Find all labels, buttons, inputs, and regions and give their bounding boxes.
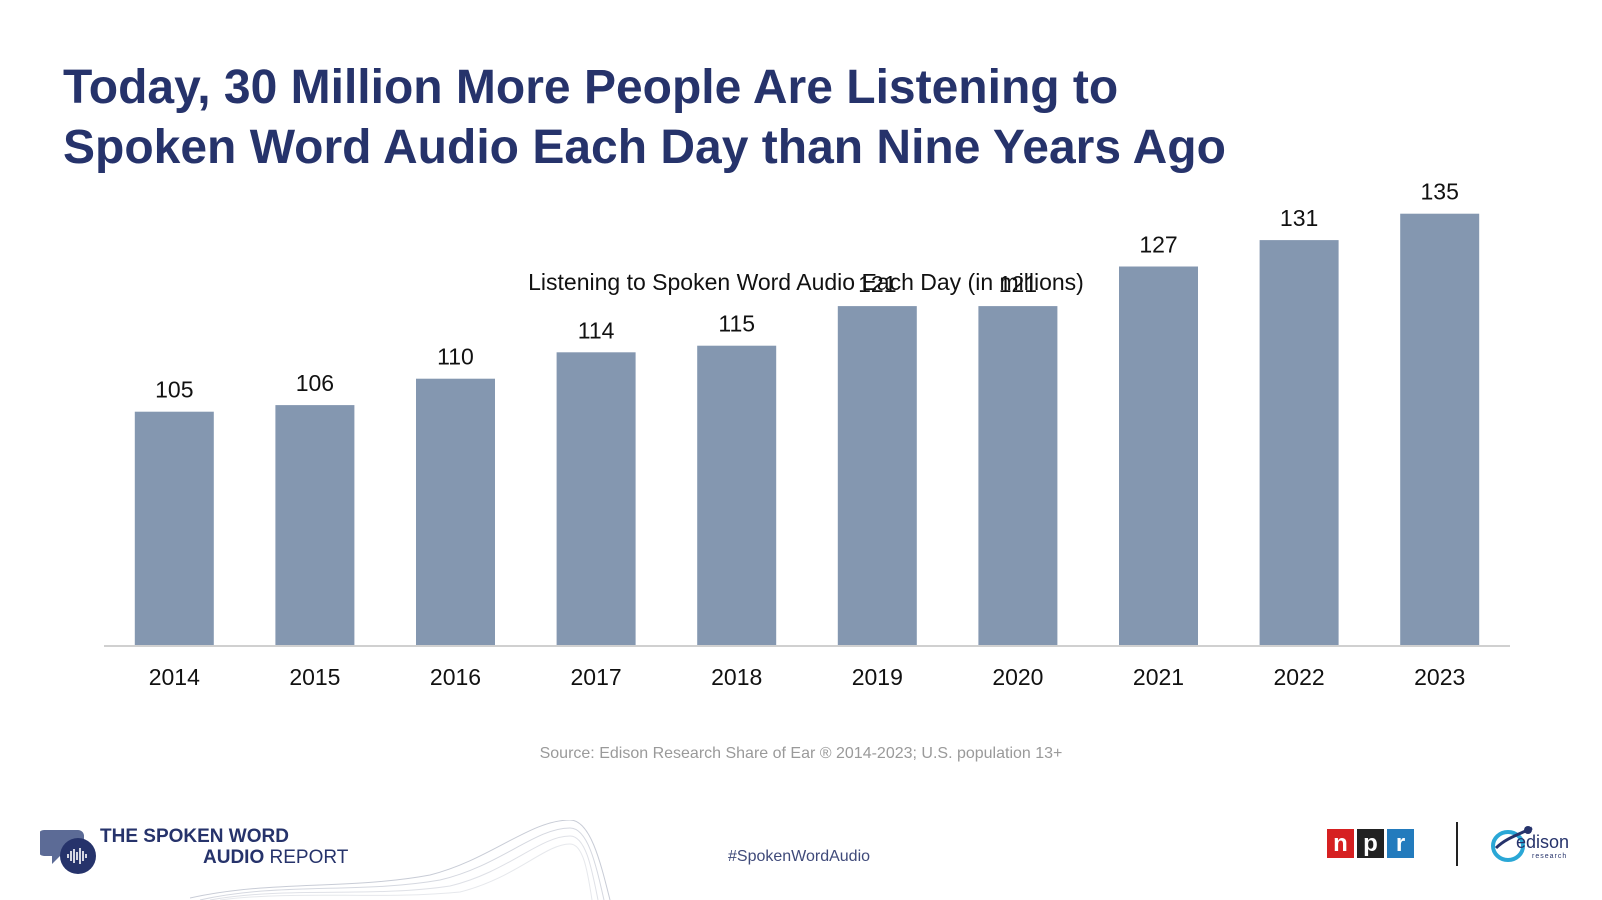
source-note: Source: Edison Research Share of Ear ® 2… — [539, 745, 1063, 762]
npr-letter-n: n — [1327, 829, 1354, 858]
x-tick-label-2017: 2017 — [571, 664, 622, 690]
x-tick-label-2015: 2015 — [289, 664, 340, 690]
x-tick-label-2019: 2019 — [852, 664, 903, 690]
x-tick-label-2014: 2014 — [149, 664, 200, 690]
data-label-2019: 121 — [858, 271, 896, 297]
x-tick-label-2023: 2023 — [1414, 664, 1465, 690]
data-label-2018: 115 — [718, 311, 755, 337]
data-label-2015: 106 — [296, 370, 334, 396]
bar-chart: Listening to Spoken Word Audio Each Day … — [104, 179, 1510, 690]
wave-decoration — [190, 820, 611, 900]
x-tick-label-2016: 2016 — [430, 664, 481, 690]
edison-name: edison — [1516, 832, 1570, 852]
hashtag: #SpokenWordAudio — [728, 848, 871, 865]
bar-2020 — [978, 306, 1058, 646]
x-tick-label-2021: 2021 — [1133, 664, 1184, 690]
npr-letter-p: p — [1357, 829, 1384, 858]
bar-2023 — [1400, 213, 1480, 646]
data-label-2023: 135 — [1421, 179, 1459, 205]
bar-2019 — [837, 306, 917, 646]
data-label-2016: 110 — [437, 344, 474, 370]
edison-subtitle: research — [1532, 853, 1568, 860]
edison-swirl-icon — [1491, 826, 1533, 862]
x-tick-label-2020: 2020 — [992, 664, 1043, 690]
spoken-word-report-logo: THE SPOKEN WORD AUDIO REPORT — [40, 820, 611, 900]
bar-2018 — [697, 345, 777, 646]
bar-2014 — [134, 411, 214, 646]
page-title-line-1: Today, 30 Million More People Are Listen… — [63, 61, 1119, 114]
brand-line-1: THE SPOKEN WORD — [100, 826, 289, 847]
data-label-2022: 131 — [1280, 205, 1318, 231]
data-label-2014: 105 — [155, 377, 193, 403]
brand-line-2-bold: AUDIO — [203, 847, 265, 868]
brand-name: THE SPOKEN WORD AUDIO REPORT — [100, 826, 348, 868]
bar-2021 — [1119, 266, 1198, 646]
speech-bubble-waveform-icon — [40, 830, 96, 874]
bar-2015 — [275, 405, 355, 646]
edison-research-logo: edison research — [1488, 822, 1588, 872]
brand-line-2-light: REPORT — [269, 847, 349, 868]
x-tick-label-2022: 2022 — [1274, 664, 1325, 690]
data-label-2021: 127 — [1139, 232, 1177, 258]
x-tick-label-2018: 2018 — [711, 664, 762, 690]
bar-2017 — [556, 352, 636, 646]
page-title: Today, 30 Million More People Are Listen… — [63, 58, 1463, 178]
npr-letter-r: r — [1387, 829, 1414, 858]
data-label-2020: 121 — [999, 271, 1037, 297]
data-label-2017: 114 — [578, 317, 615, 343]
npr-logo: n p r — [1327, 829, 1414, 858]
bar-2016 — [416, 378, 495, 646]
bar-2022 — [1259, 240, 1339, 646]
page-title-line-2: Spoken Word Audio Each Day than Nine Yea… — [63, 121, 1226, 174]
logo-divider — [1456, 822, 1458, 866]
chart-title: Listening to Spoken Word Audio Each Day … — [528, 269, 1084, 295]
